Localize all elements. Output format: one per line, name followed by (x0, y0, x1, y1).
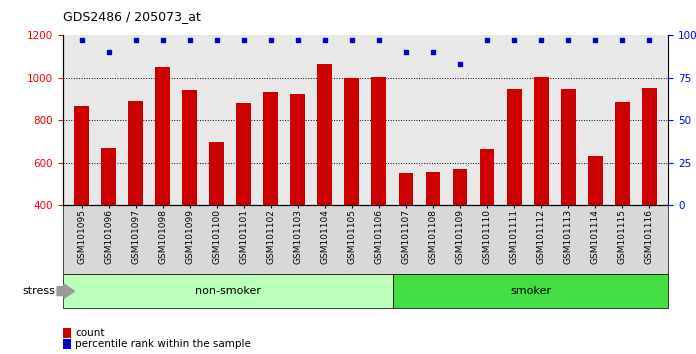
Text: count: count (75, 328, 104, 338)
Bar (317, 64, 332, 290)
Bar (561, 89, 576, 290)
Bar (237, 103, 251, 290)
Bar (452, 169, 468, 290)
Bar (615, 102, 630, 290)
Bar (209, 142, 224, 290)
Bar (480, 149, 494, 290)
Bar (263, 92, 278, 290)
Bar (155, 67, 170, 290)
Bar (290, 95, 306, 290)
Bar (399, 173, 413, 290)
Text: stress: stress (23, 286, 56, 296)
Bar (345, 78, 359, 290)
Bar (587, 156, 603, 290)
Text: non-smoker: non-smoker (195, 286, 261, 296)
Bar (534, 77, 548, 290)
Text: percentile rank within the sample: percentile rank within the sample (75, 339, 251, 349)
Text: smoker: smoker (510, 286, 551, 296)
Bar (425, 172, 441, 290)
Bar (101, 148, 116, 290)
Bar (182, 90, 197, 290)
Bar (507, 89, 521, 290)
Bar (74, 106, 89, 290)
Bar (642, 88, 656, 290)
Bar (128, 101, 143, 290)
Bar (372, 77, 386, 290)
Text: GDS2486 / 205073_at: GDS2486 / 205073_at (63, 10, 200, 23)
